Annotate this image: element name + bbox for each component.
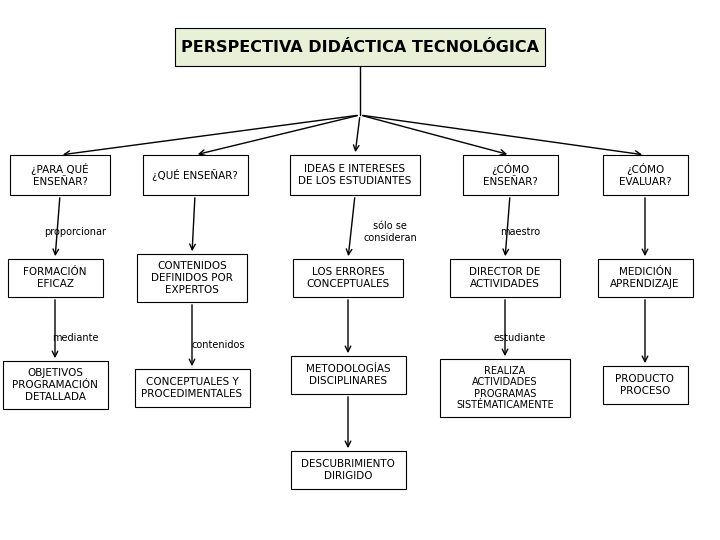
FancyBboxPatch shape xyxy=(603,155,688,195)
Text: REALIZA
ACTIVIDADES
PROGRAMAS
SISTÉMATICAMENTE: REALIZA ACTIVIDADES PROGRAMAS SISTÉMATIC… xyxy=(456,366,554,410)
Text: sólo se
consideran: sólo se consideran xyxy=(363,221,417,243)
FancyBboxPatch shape xyxy=(2,361,107,409)
Text: LOS ERRORES
CONCEPTUALES: LOS ERRORES CONCEPTUALES xyxy=(307,267,390,289)
FancyBboxPatch shape xyxy=(440,359,570,417)
Text: ¿CÓMO
ENSEÑAR?: ¿CÓMO ENSEÑAR? xyxy=(482,163,537,187)
FancyBboxPatch shape xyxy=(450,259,560,297)
FancyBboxPatch shape xyxy=(7,259,102,297)
FancyBboxPatch shape xyxy=(143,155,248,195)
Text: ¿QUÉ ENSEÑAR?: ¿QUÉ ENSEÑAR? xyxy=(152,169,238,181)
Text: METODOLOGÍAS
DISCIPLINARES: METODOLOGÍAS DISCIPLINARES xyxy=(306,364,390,386)
Text: maestro: maestro xyxy=(500,227,540,237)
FancyBboxPatch shape xyxy=(462,155,557,195)
Text: estudiante: estudiante xyxy=(494,333,546,343)
Text: CONTENIDOS
DEFINIDOS POR
EXPERTOS: CONTENIDOS DEFINIDOS POR EXPERTOS xyxy=(151,261,233,295)
FancyBboxPatch shape xyxy=(293,259,403,297)
FancyBboxPatch shape xyxy=(290,356,405,394)
Text: IDEAS E INTERESES
DE LOS ESTUDIANTES: IDEAS E INTERESES DE LOS ESTUDIANTES xyxy=(298,164,412,186)
Text: DESCUBRIMIENTO
DIRIGIDO: DESCUBRIMIENTO DIRIGIDO xyxy=(301,459,395,481)
FancyBboxPatch shape xyxy=(290,451,405,489)
Text: MEDICIÓN
APRENDIZAJE: MEDICIÓN APRENDIZAJE xyxy=(611,267,680,289)
Text: ¿CÓMO
EVALUAR?: ¿CÓMO EVALUAR? xyxy=(618,163,671,187)
Text: FORMACIÓN
EFICAZ: FORMACIÓN EFICAZ xyxy=(23,267,86,289)
Text: contenidos: contenidos xyxy=(192,340,245,350)
FancyBboxPatch shape xyxy=(137,254,247,302)
FancyBboxPatch shape xyxy=(135,369,250,407)
FancyBboxPatch shape xyxy=(290,155,420,195)
Text: mediante: mediante xyxy=(52,333,98,343)
Text: PERSPECTIVA DIDÁCTICA TECNOLÓGICA: PERSPECTIVA DIDÁCTICA TECNOLÓGICA xyxy=(181,39,539,55)
Text: PRODUCTO
PROCESO: PRODUCTO PROCESO xyxy=(616,374,675,396)
FancyBboxPatch shape xyxy=(598,259,693,297)
FancyBboxPatch shape xyxy=(175,28,545,66)
Text: proporcionar: proporcionar xyxy=(44,227,106,237)
Text: DIRECTOR DE
ACTIVIDADES: DIRECTOR DE ACTIVIDADES xyxy=(469,267,541,289)
Text: CONCEPTUALES Y
PROCEDIMENTALES: CONCEPTUALES Y PROCEDIMENTALES xyxy=(141,377,243,399)
FancyBboxPatch shape xyxy=(603,366,688,404)
FancyBboxPatch shape xyxy=(10,155,110,195)
Text: OBJETIVOS
PROGRAMACIÓN
DETALLADA: OBJETIVOS PROGRAMACIÓN DETALLADA xyxy=(12,368,98,402)
Text: ¿PARA QUÉ
ENSEÑAR?: ¿PARA QUÉ ENSEÑAR? xyxy=(31,163,89,187)
